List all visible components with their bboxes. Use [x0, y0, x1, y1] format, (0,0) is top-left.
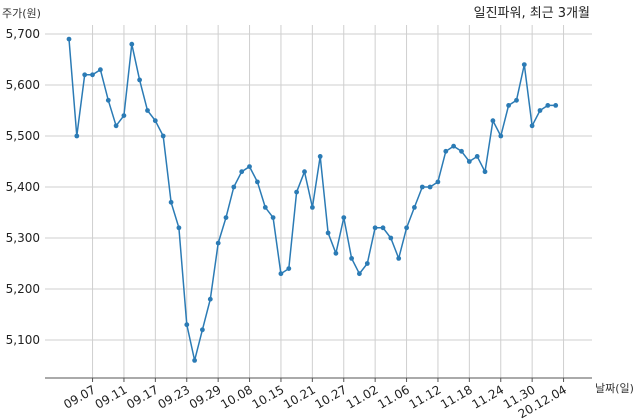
data-points — [66, 36, 559, 363]
data-point — [90, 72, 95, 78]
data-point — [82, 72, 88, 78]
data-point — [278, 271, 284, 277]
x-tick-label: 09.07 — [61, 382, 98, 411]
data-point — [231, 184, 237, 190]
data-point — [545, 103, 551, 108]
data-point — [537, 108, 543, 113]
data-point — [145, 108, 150, 113]
data-point — [74, 133, 80, 139]
x-tick-label: 10.08 — [218, 382, 255, 411]
data-point — [388, 235, 394, 241]
data-point — [192, 358, 198, 363]
data-point — [419, 184, 425, 190]
data-point — [404, 225, 409, 231]
data-point — [247, 164, 252, 170]
data-point — [506, 103, 511, 108]
x-tick-label: 09.17 — [124, 382, 161, 411]
y-axis: 5,100 5,200 5,300 5,400 5,500 5,600 5,700 — [6, 27, 40, 347]
data-point — [317, 154, 323, 159]
data-point — [152, 118, 158, 124]
data-point — [286, 266, 292, 271]
data-point — [239, 169, 245, 175]
data-point — [270, 215, 276, 221]
data-point — [427, 184, 433, 190]
x-tick-label: 11.12 — [407, 382, 444, 411]
data-point — [325, 230, 331, 236]
y-tick-label: 5,300 — [6, 231, 40, 245]
data-point — [490, 118, 496, 124]
y-tick-label: 5,200 — [6, 282, 40, 296]
data-point — [333, 250, 339, 256]
data-point — [105, 97, 111, 103]
y-tick-label: 5,700 — [6, 27, 40, 41]
data-point — [129, 41, 135, 47]
data-point — [514, 97, 519, 103]
x-tick-label: 11.24 — [469, 382, 506, 411]
x-axis: 09.0709.1109.1709.2309.2910.0810.1510.21… — [61, 378, 569, 419]
data-point — [121, 113, 127, 118]
y-tick-label: 5,600 — [6, 78, 40, 92]
data-point — [357, 271, 362, 277]
x-tick-label: 10.27 — [312, 382, 349, 411]
data-point — [184, 322, 190, 328]
data-point — [176, 225, 182, 231]
data-point — [310, 205, 315, 210]
data-point — [474, 154, 480, 159]
x-tick-label: 09.29 — [187, 382, 224, 411]
x-tick-label: 09.11 — [93, 382, 130, 411]
x-axis-label: 날짜(일) — [595, 381, 634, 395]
data-point — [262, 205, 268, 210]
data-point — [443, 148, 449, 154]
grid — [45, 25, 592, 378]
data-point — [521, 62, 527, 67]
y-axis-label: 주가(원) — [2, 7, 41, 20]
data-point — [412, 205, 417, 210]
x-tick-label: 11.02 — [344, 382, 381, 411]
data-point — [255, 179, 260, 185]
data-point — [302, 169, 307, 175]
data-point — [482, 169, 488, 175]
y-tick-label: 5,100 — [6, 333, 40, 347]
x-tick-label: 10.15 — [250, 382, 287, 411]
data-point — [98, 67, 103, 73]
data-point — [215, 240, 221, 246]
data-point — [396, 256, 402, 261]
data-point — [349, 256, 354, 261]
x-tick-label: 11.06 — [375, 382, 412, 411]
data-point — [372, 225, 378, 231]
data-point — [207, 296, 213, 302]
data-point — [435, 179, 441, 185]
data-point — [160, 133, 166, 139]
data-point — [113, 123, 119, 129]
data-point — [466, 159, 472, 164]
y-tick-label: 5,500 — [6, 129, 40, 143]
x-tick-label: 09.23 — [155, 382, 192, 411]
data-point — [223, 215, 229, 221]
data-point — [200, 327, 205, 333]
data-point — [364, 261, 370, 266]
data-point — [553, 103, 559, 108]
data-point — [341, 215, 347, 221]
data-point — [66, 36, 72, 42]
data-point — [137, 77, 143, 83]
data-point — [168, 199, 174, 205]
data-point — [459, 148, 464, 154]
x-tick-label: 10.21 — [281, 382, 318, 411]
data-point — [294, 189, 299, 195]
data-point — [380, 225, 386, 231]
data-point — [451, 143, 456, 149]
y-tick-label: 5,400 — [6, 180, 40, 194]
data-point — [498, 133, 504, 139]
x-tick-label: 11.18 — [438, 382, 475, 411]
chart-title: 일진파워, 최근 3개월 — [474, 6, 590, 21]
data-point — [529, 123, 535, 129]
